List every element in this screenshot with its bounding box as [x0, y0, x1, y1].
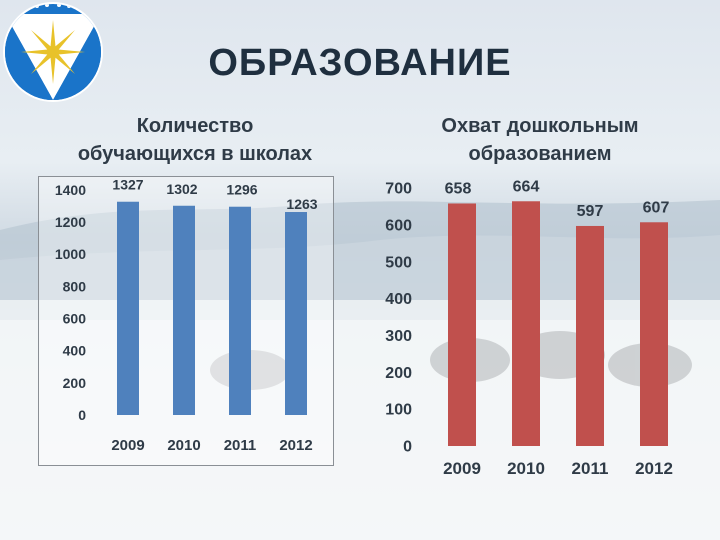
preschool-bar	[448, 203, 476, 446]
schools-category-label: 2009	[111, 437, 144, 454]
schools-ytick-label: 600	[63, 310, 87, 326]
schools-ytick-label: 1000	[55, 246, 86, 262]
chart-title-preschool-line1: Охват дошкольным	[441, 115, 639, 137]
chart-title-preschool: Охват дошкольным образованием	[385, 112, 695, 168]
schools-bar	[229, 206, 251, 415]
chart-title-schools: Количество обучающихся в школах	[30, 112, 360, 168]
chart-title-schools-line1: Количество	[136, 115, 254, 137]
coat-of-arms-logo	[3, 2, 103, 102]
preschool-data-label: 607	[643, 199, 670, 216]
preschool-bar	[576, 225, 604, 446]
preschool-bar	[512, 201, 540, 446]
schools-bar	[117, 201, 139, 415]
preschool-category-label: 2011	[572, 459, 609, 478]
schools-category-label: 2012	[279, 437, 312, 454]
schools-ytick-label: 1400	[55, 182, 86, 198]
schools-data-label: 1327	[112, 177, 143, 193]
preschool-ytick-label: 400	[385, 291, 412, 308]
preschool-category-label: 2009	[443, 459, 481, 478]
preschool-category-label: 2010	[507, 459, 545, 478]
schools-ytick-label: 400	[63, 343, 87, 359]
preschool-ytick-label: 500	[385, 254, 412, 271]
preschool-data-label: 658	[445, 180, 472, 197]
preschool-ytick-label: 200	[385, 365, 412, 382]
preschool-ytick-label: 100	[385, 402, 412, 419]
preschool-ytick-label: 700	[385, 181, 412, 198]
preschool-ytick-label: 0	[403, 439, 412, 456]
slide-title: ОБРАЗОВАНИЕ	[208, 42, 512, 84]
preschool-data-label: 664	[513, 178, 540, 195]
schools-data-label: 1296	[226, 182, 257, 198]
schools-category-label: 2010	[167, 437, 200, 454]
schools-data-label: 1263	[286, 196, 317, 212]
preschool-bar	[640, 222, 668, 446]
chart-title-schools-line2: обучающихся в школах	[77, 143, 313, 165]
preschool-category-label: 2012	[635, 459, 673, 478]
schools-data-label: 1302	[166, 181, 197, 197]
preschool-ytick-label: 600	[385, 217, 412, 234]
schools-bar	[173, 205, 195, 415]
preschool-data-label: 597	[577, 203, 604, 220]
preschool-ytick-label: 300	[385, 328, 412, 345]
schools-category-label: 2011	[224, 437, 257, 454]
schools-ytick-label: 0	[78, 407, 86, 423]
chart-title-preschool-line2: образованием	[468, 143, 612, 165]
schools-bar	[285, 212, 307, 415]
schools-ytick-label: 200	[63, 375, 87, 391]
schools-ytick-label: 1200	[55, 214, 86, 230]
schools-ytick-label: 800	[63, 278, 87, 294]
